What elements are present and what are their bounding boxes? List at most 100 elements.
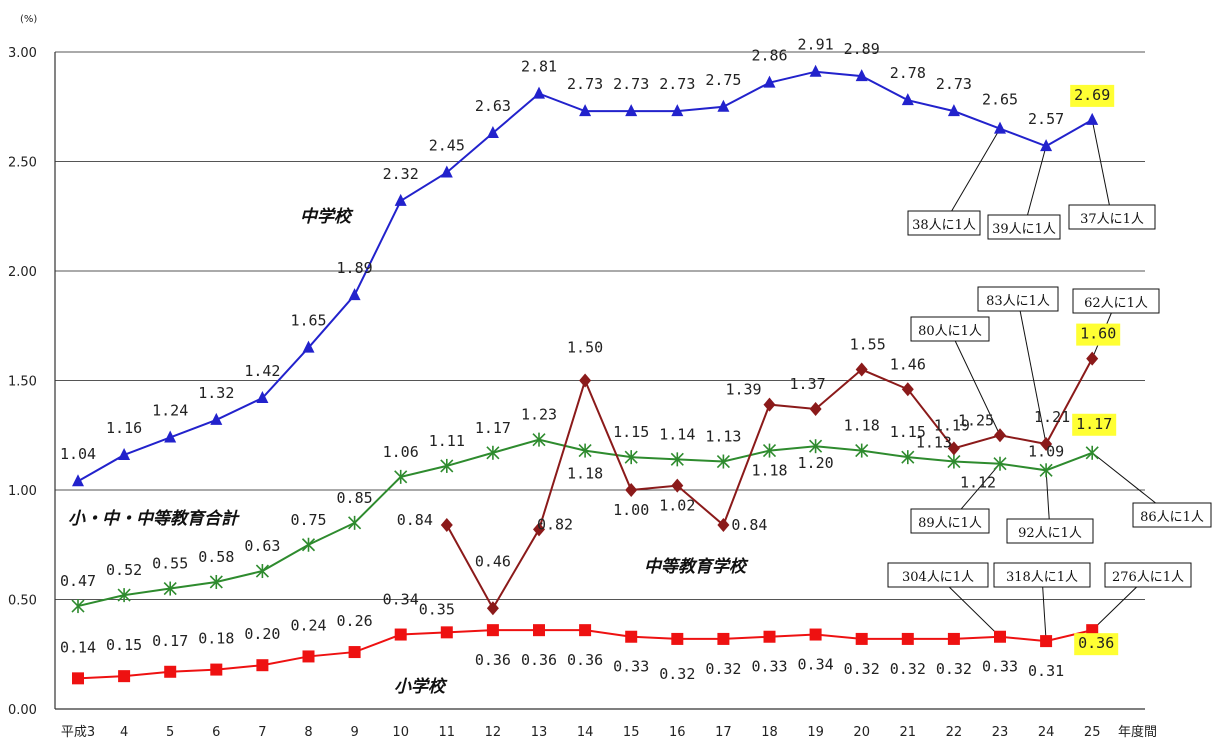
data-point: [763, 75, 776, 88]
y-tick-label: 0.00: [8, 703, 37, 718]
data-point: [256, 391, 269, 404]
data-point: [624, 450, 638, 465]
x-tick-label: 17: [715, 725, 732, 740]
data-label: 2.81: [521, 58, 557, 76]
data-point: [255, 564, 269, 579]
x-tick-label: 11: [439, 725, 456, 740]
y-tick-label: 2.00: [8, 265, 37, 280]
label-highlight: [1076, 323, 1121, 346]
x-tick-label: 23: [992, 725, 1009, 740]
data-label: 1.21: [1034, 408, 1070, 426]
data-point: [625, 483, 638, 497]
data-label: 0.82: [537, 515, 573, 533]
data-point: [994, 428, 1006, 443]
data-label: 0.17: [152, 632, 188, 650]
data-point: [579, 624, 592, 637]
x-axis-suffix: 年度間: [1118, 724, 1157, 740]
data-label: 0.32: [936, 660, 972, 678]
data-label: 2.73: [613, 75, 649, 93]
data-point: [579, 373, 592, 388]
data-label: 0.36: [521, 651, 557, 669]
data-label: 2.73: [936, 75, 972, 93]
callout-text: 318人に1人: [1006, 570, 1078, 585]
gridlines: [54, 51, 1145, 710]
data-point: [486, 624, 499, 637]
data-label: 2.73: [567, 75, 603, 93]
data-label: 1.13: [705, 428, 741, 446]
callout-leader: [1017, 299, 1047, 445]
data-label: 1.06: [383, 443, 419, 461]
callout-box: [1068, 204, 1156, 230]
data-point: [762, 443, 777, 458]
data-label: 1.09: [1028, 442, 1064, 460]
data-point: [809, 401, 822, 416]
data-label: 2.45: [429, 136, 465, 154]
x-tick-label: 4: [120, 725, 128, 740]
x-tick-label: 15: [623, 725, 640, 740]
data-label: 0.36: [1078, 634, 1114, 652]
data-label: 1.16: [106, 419, 142, 437]
data-point: [947, 454, 961, 469]
data-label: 0.55: [152, 555, 188, 573]
x-tick-label: 16: [669, 725, 686, 740]
data-point: [993, 456, 1007, 471]
callout-text: 62人に1人: [1084, 296, 1148, 311]
series-names: 中学校 小・中・中等教育合計 中等教育学校 小学校: [68, 207, 749, 697]
data-label: 0.84: [731, 516, 767, 534]
x-tick-label: 14: [577, 725, 594, 740]
data-label: 0.35: [419, 600, 455, 618]
data-point: [394, 469, 408, 484]
data-point: [855, 69, 868, 82]
data-label: 1.15: [890, 423, 926, 441]
data-point: [302, 340, 315, 353]
data-point: [486, 445, 500, 460]
data-label: 1.46: [890, 355, 926, 373]
data-point: [533, 522, 545, 537]
y-tick-label: 1.50: [8, 375, 37, 390]
x-tick-label: 5: [166, 725, 174, 740]
data-label: 2.91: [798, 36, 834, 54]
data-point: [256, 659, 269, 672]
data-point: [994, 121, 1006, 134]
data-point: [625, 104, 638, 117]
data-label: 0.36: [475, 651, 511, 669]
data-point: [947, 441, 960, 456]
x-tick-label: 10: [392, 725, 409, 740]
data-label: 0.84: [397, 511, 433, 529]
data-point: [394, 193, 407, 206]
x-tick-label: 25: [1084, 725, 1101, 740]
data-label: 0.15: [106, 636, 142, 654]
data-point: [440, 458, 454, 473]
y-tick-label: 3.00: [8, 46, 37, 61]
data-label: 0.32: [890, 660, 926, 678]
data-label: 0.46: [475, 552, 511, 570]
data-point: [579, 104, 592, 117]
data-point: [71, 599, 85, 614]
data-label: 0.31: [1028, 662, 1064, 680]
data-label: 1.13: [916, 434, 952, 452]
data-point: [440, 626, 453, 639]
data-label: 2.89: [844, 40, 880, 58]
data-point: [1040, 635, 1053, 648]
data-label: 1.25: [958, 411, 994, 429]
data-label: 1.20: [798, 454, 834, 472]
data-label: 0.85: [337, 489, 373, 507]
data-point: [809, 64, 822, 77]
data-point: [72, 672, 84, 685]
data-label: 1.24: [152, 401, 188, 419]
data-label: 1.37: [790, 375, 826, 393]
callout-box: [907, 210, 981, 236]
series-name-total: 小・中・中等教育合計: [68, 509, 240, 529]
x-tick-label: 8: [304, 725, 312, 740]
callout-leader: [1023, 146, 1047, 229]
x-tick-label: 9: [350, 725, 358, 740]
callout-box: [1006, 518, 1094, 544]
callout-text: 89人に1人: [918, 516, 982, 531]
callout-box: [987, 214, 1061, 240]
data-point: [486, 126, 499, 139]
data-label: 2.63: [475, 97, 511, 115]
data-label: 1.04: [60, 445, 96, 463]
callout-box: [1132, 502, 1212, 528]
data-label: 0.47: [60, 572, 96, 590]
data-point: [210, 663, 223, 676]
